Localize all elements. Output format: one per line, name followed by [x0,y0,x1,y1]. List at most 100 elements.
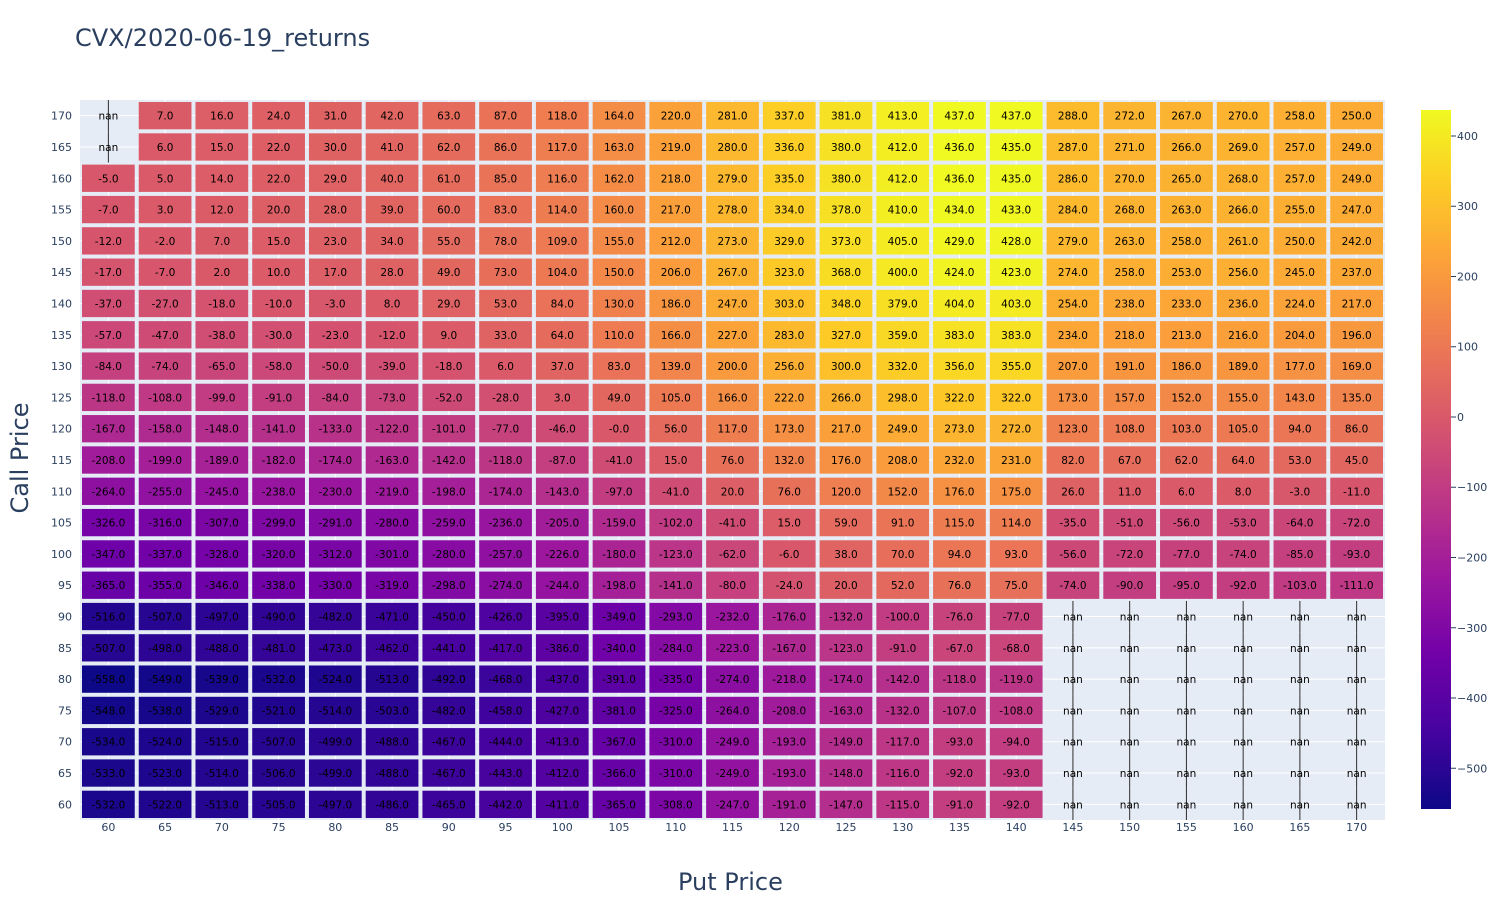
cell-label: -507.0 [262,737,296,749]
heatmap-cell [82,289,135,318]
cell-label: -427.0 [545,705,579,717]
heatmap-cell [876,195,930,224]
cell-label: -159.0 [602,518,636,530]
heatmap-cell [1216,102,1270,130]
cell-label: 173.0 [1058,392,1088,404]
cell-label: 176.0 [831,455,861,467]
heatmap-cell [535,164,589,192]
cell-label: 227.0 [717,330,747,342]
y-tick-label: 170 [51,110,72,123]
heatmap-cell [876,133,930,161]
cell-label: -92.0 [946,768,973,780]
cell-label: -10.0 [265,298,292,310]
heatmap-cells [82,100,1383,820]
x-tick-label: 170 [1346,821,1367,834]
heatmap-cell [649,728,703,756]
cell-label: -182.0 [262,455,296,467]
heatmap-cell [1046,164,1100,192]
cell-label: 5.0 [157,173,174,185]
cell-label: 103.0 [1171,424,1201,436]
heatmap-cell [876,759,930,787]
cell-label: 217.0 [831,424,861,436]
heatmap-cell [989,634,1043,662]
cell-label: nan [1233,737,1253,749]
cell-label: 273.0 [717,236,747,248]
cell-label: 373.0 [831,236,861,248]
heatmap-cell [138,602,192,631]
heatmap-cell [308,102,362,130]
heatmap-cell [138,289,192,318]
cell-label: 274.0 [1058,267,1088,279]
cell-label: -37.0 [95,298,122,310]
y-tick-label: 140 [51,297,72,310]
heatmap-cell [1103,352,1157,380]
heatmap-cell [252,728,305,756]
heatmap-cell [252,195,305,224]
cell-label: 76.0 [948,580,971,592]
x-tick-label: 155 [1176,821,1197,834]
heatmap-cell [82,602,135,631]
cell-label: 206.0 [661,267,691,279]
x-tick-label: 95 [499,821,513,834]
cell-label: 281.0 [717,111,747,123]
y-tick-label: 130 [51,360,72,373]
heatmap-cell [1216,352,1270,380]
heatmap-cell [138,352,192,380]
y-tick-label: 165 [51,141,72,154]
heatmap-cell [1330,446,1383,474]
heatmap-cell [876,352,930,380]
heatmap-cell [252,477,305,505]
cell-label: 104.0 [547,267,577,279]
heatmap-cell [706,446,759,474]
cell-label: -330.0 [318,580,352,592]
heatmap-cell [479,289,532,318]
heatmap-cell [706,195,759,224]
heatmap-cell [819,790,873,818]
cell-label: -249.0 [716,768,750,780]
heatmap-cell [1103,415,1157,443]
colorbar [1421,110,1451,809]
heatmap-cell [252,227,305,255]
x-tick-label: 130 [892,821,913,834]
heatmap-cell [195,696,249,725]
heatmap-cell [1330,383,1383,412]
cell-label: 14.0 [210,173,233,185]
heatmap-cell [1330,195,1383,224]
x-tick-label: 135 [949,821,970,834]
cell-label: -3.0 [325,298,346,310]
heatmap-cell [535,571,589,599]
heatmap-cell [706,352,759,380]
heatmap-cell [1273,415,1327,443]
heatmap-cell [649,602,703,631]
heatmap-cell [422,227,476,255]
cell-label: 15.0 [778,518,801,530]
heatmap-cell [819,696,873,725]
heatmap-cell [933,728,986,756]
cell-label: nan [1233,674,1253,686]
cell-label: 20.0 [721,486,744,498]
cell-label: 242.0 [1342,236,1372,248]
heatmap-cell [365,728,419,756]
cell-label: -264.0 [91,486,125,498]
cell-label: -259.0 [432,518,466,530]
heatmap-cell [933,164,986,192]
cell-label: -310.0 [659,768,693,780]
y-tick-label: 120 [51,423,72,436]
cell-label: -538.0 [148,705,182,717]
heatmap-cell [252,540,305,568]
y-tick-label: 105 [51,517,72,530]
cell-label: 16.0 [210,111,233,123]
cell-label: 40.0 [380,173,403,185]
cell-label: 208.0 [888,455,918,467]
heatmap-cell [252,164,305,192]
heatmap-cell [592,195,646,224]
cell-label: 436.0 [944,142,974,154]
heatmap-cell [1160,352,1213,380]
cell-label: -2.0 [155,236,176,248]
heatmap-cell [138,477,192,505]
heatmap-cell [1216,321,1270,349]
heatmap-cell [592,696,646,725]
heatmap-cell [1330,508,1383,537]
y-tick-label: 160 [51,172,72,185]
cell-label: 257.0 [1285,142,1315,154]
